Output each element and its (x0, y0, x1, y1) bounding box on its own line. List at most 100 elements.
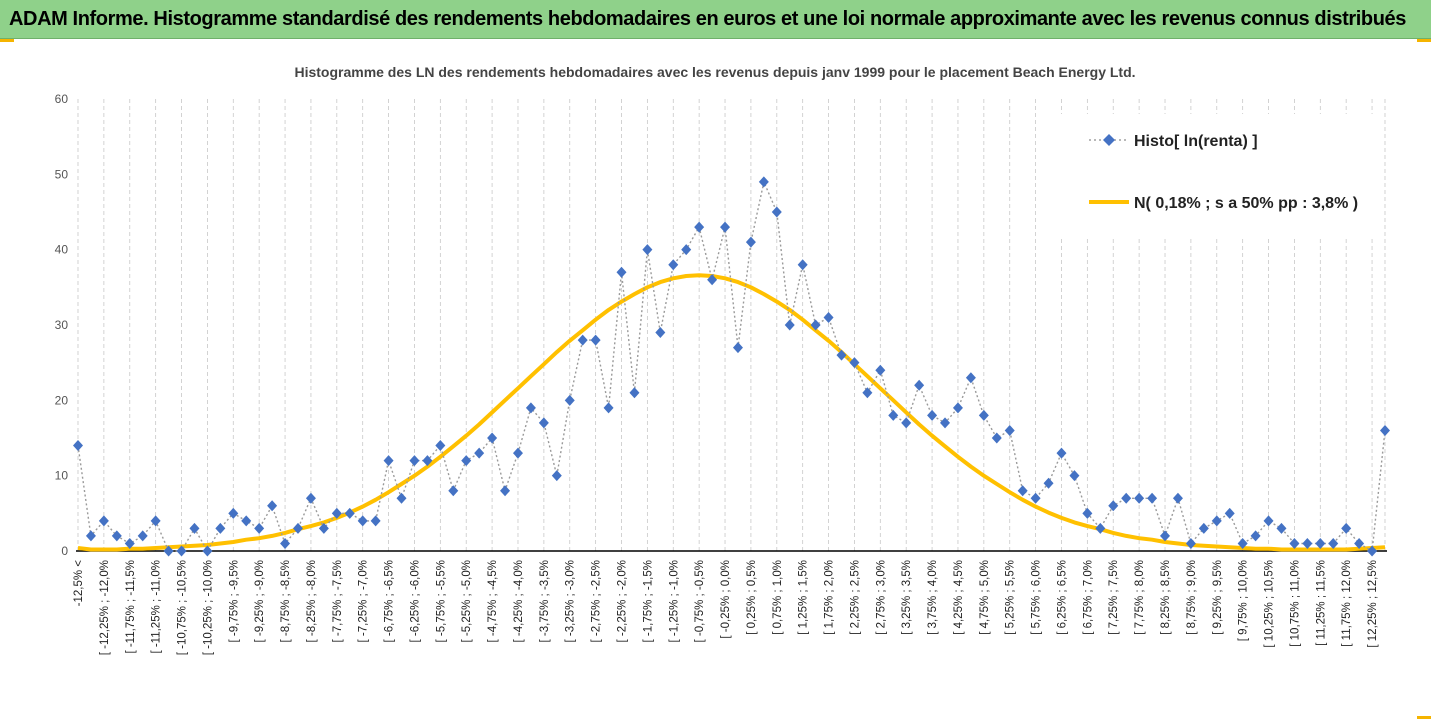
histo-point (85, 530, 96, 542)
histo-point (1172, 492, 1183, 504)
histo-point (1198, 522, 1209, 534)
histo-point (1095, 522, 1106, 534)
y-tick-label: 0 (61, 544, 68, 558)
histo-point (1108, 500, 1119, 512)
histo-point (1341, 522, 1352, 534)
histo-point (952, 402, 963, 414)
histo-point (551, 470, 562, 482)
x-tick-label: [ -8,75% ; -8,5% (280, 560, 292, 642)
x-tick-label: [ -3,75% ; -3,5% (539, 560, 551, 642)
histo-point (758, 176, 769, 188)
corner-accent-top-left (0, 39, 14, 42)
x-tick-label: [ 7,25% ; 7,5% (1108, 560, 1120, 635)
histo-point (538, 417, 549, 429)
histo-point (1030, 492, 1041, 504)
x-tick-label: [ 1,25% ; 1,5% (798, 560, 810, 635)
histo-point (241, 515, 252, 527)
histo-point (1082, 507, 1093, 519)
x-tick-label: [ -9,75% ; -9,5% (228, 560, 240, 642)
histo-point (500, 485, 511, 497)
x-tick-label: -12,5% < (73, 560, 85, 607)
histo-point (823, 311, 834, 323)
x-tick-label: [ 1,75% ; 2,0% (824, 560, 836, 635)
y-tick-label: 20 (55, 393, 69, 407)
histo-point (836, 349, 847, 361)
histo-point (305, 492, 316, 504)
histo-point (1043, 477, 1054, 489)
histo-point (461, 455, 472, 467)
x-tick-label: [ -5,25% ; -5,0% (461, 560, 473, 642)
x-tick-label: [ -4,75% ; -4,5% (487, 560, 499, 642)
x-tick-label: [ -5,75% ; -5,5% (435, 560, 447, 642)
report-banner: ADAM Informe. Histogramme standardisé de… (0, 0, 1431, 39)
histo-point (512, 447, 523, 459)
x-tick-label: [ 9,25% ; 9,5% (1212, 560, 1224, 635)
histo-point (771, 206, 782, 218)
x-axis: -12,5% < [ -12,25% ; -12,0% [ -11,75% ; -1… (73, 550, 1387, 655)
histo-point (849, 357, 860, 369)
histo-point (810, 319, 821, 331)
x-tick-label: [ -3,25% ; -3,0% (565, 560, 577, 642)
histo-point (797, 259, 808, 271)
histo-point (655, 327, 666, 339)
x-tick-label: [ 3,25% ; 3,5% (901, 560, 913, 635)
histo-point (978, 409, 989, 421)
x-tick-label: [ 5,75% ; 6,0% (1031, 560, 1043, 635)
histo-point (784, 319, 795, 331)
histogram-chart: Histogramme des LN des rendements hebdom… (55, 64, 1390, 655)
x-tick-label: [ 11,25% ; 11,5% (1315, 560, 1327, 646)
histo-point (124, 537, 135, 549)
histo-point (331, 507, 342, 519)
x-tick-label: [ -1,25% ; -1,0% (668, 560, 680, 642)
x-tick-label: [ 6,25% ; 6,5% (1056, 560, 1068, 635)
histo-point (1276, 522, 1287, 534)
histo-point (318, 522, 329, 534)
histo-point (564, 394, 575, 406)
histo-point (577, 334, 588, 346)
x-tick-label: [ 7,75% ; 8,0% (1134, 560, 1146, 635)
x-tick-label: [ 2,25% ; 2,5% (849, 560, 861, 635)
x-tick-label: [ -0,75% ; -0,5% (694, 560, 706, 642)
report-title: ADAM Informe. Histogramme standardisé de… (9, 7, 1406, 30)
histo-point (720, 221, 731, 233)
legend-histo-marker-icon (1103, 134, 1115, 146)
histo-point (1134, 492, 1145, 504)
x-tick-label: [ 8,25% ; 8,5% (1160, 560, 1172, 635)
histo-point (1367, 545, 1378, 557)
histo-point (590, 334, 601, 346)
histo-point (1315, 537, 1326, 549)
histo-point (732, 342, 743, 354)
histo-point (1004, 424, 1015, 436)
histo-point (1250, 530, 1261, 542)
vertical-gridlines (77, 99, 1386, 551)
histo-point (1289, 537, 1300, 549)
x-tick-label: [ 2,75% ; 3,0% (875, 560, 887, 635)
histo-point (163, 545, 174, 557)
x-tick-label: [ 4,75% ; 5,0% (979, 560, 991, 635)
x-tick-label: [ 10,75% ; 11,0% (1289, 560, 1301, 647)
histo-point (176, 545, 187, 557)
histo-point (422, 455, 433, 467)
histo-point (1147, 492, 1158, 504)
legend: Histo[ ln(renta) ] N( 0,18% ; s a 50% pp… (1056, 114, 1376, 238)
x-tick-label: [ -7,75% ; -7,5% (332, 560, 344, 642)
histo-point (73, 440, 83, 452)
x-tick-label: [ -6,25% ; -6,0% (409, 560, 421, 642)
histo-point (914, 379, 925, 391)
histo-point (616, 266, 627, 278)
x-tick-label: [ 3,75% ; 4,0% (927, 560, 939, 635)
histo-point (668, 259, 679, 271)
histo-point (344, 507, 355, 519)
histo-point (292, 522, 303, 534)
x-tick-label: [ -2,25% ; -2,0% (617, 560, 629, 642)
corner-accent-top-right (1417, 39, 1431, 42)
histo-point (396, 492, 407, 504)
x-tick-label: [ 8,75% ; 9,0% (1186, 560, 1198, 635)
x-tick-label: [ -8,25% ; -8,0% (306, 560, 318, 642)
histo-point (254, 522, 265, 534)
x-tick-label: [ 6,75% ; 7,0% (1082, 560, 1094, 635)
histo-point (435, 440, 446, 452)
histo-point (681, 244, 692, 256)
x-tick-label: [ -10,75% ; -10,5% (177, 560, 189, 655)
histo-point (409, 455, 420, 467)
